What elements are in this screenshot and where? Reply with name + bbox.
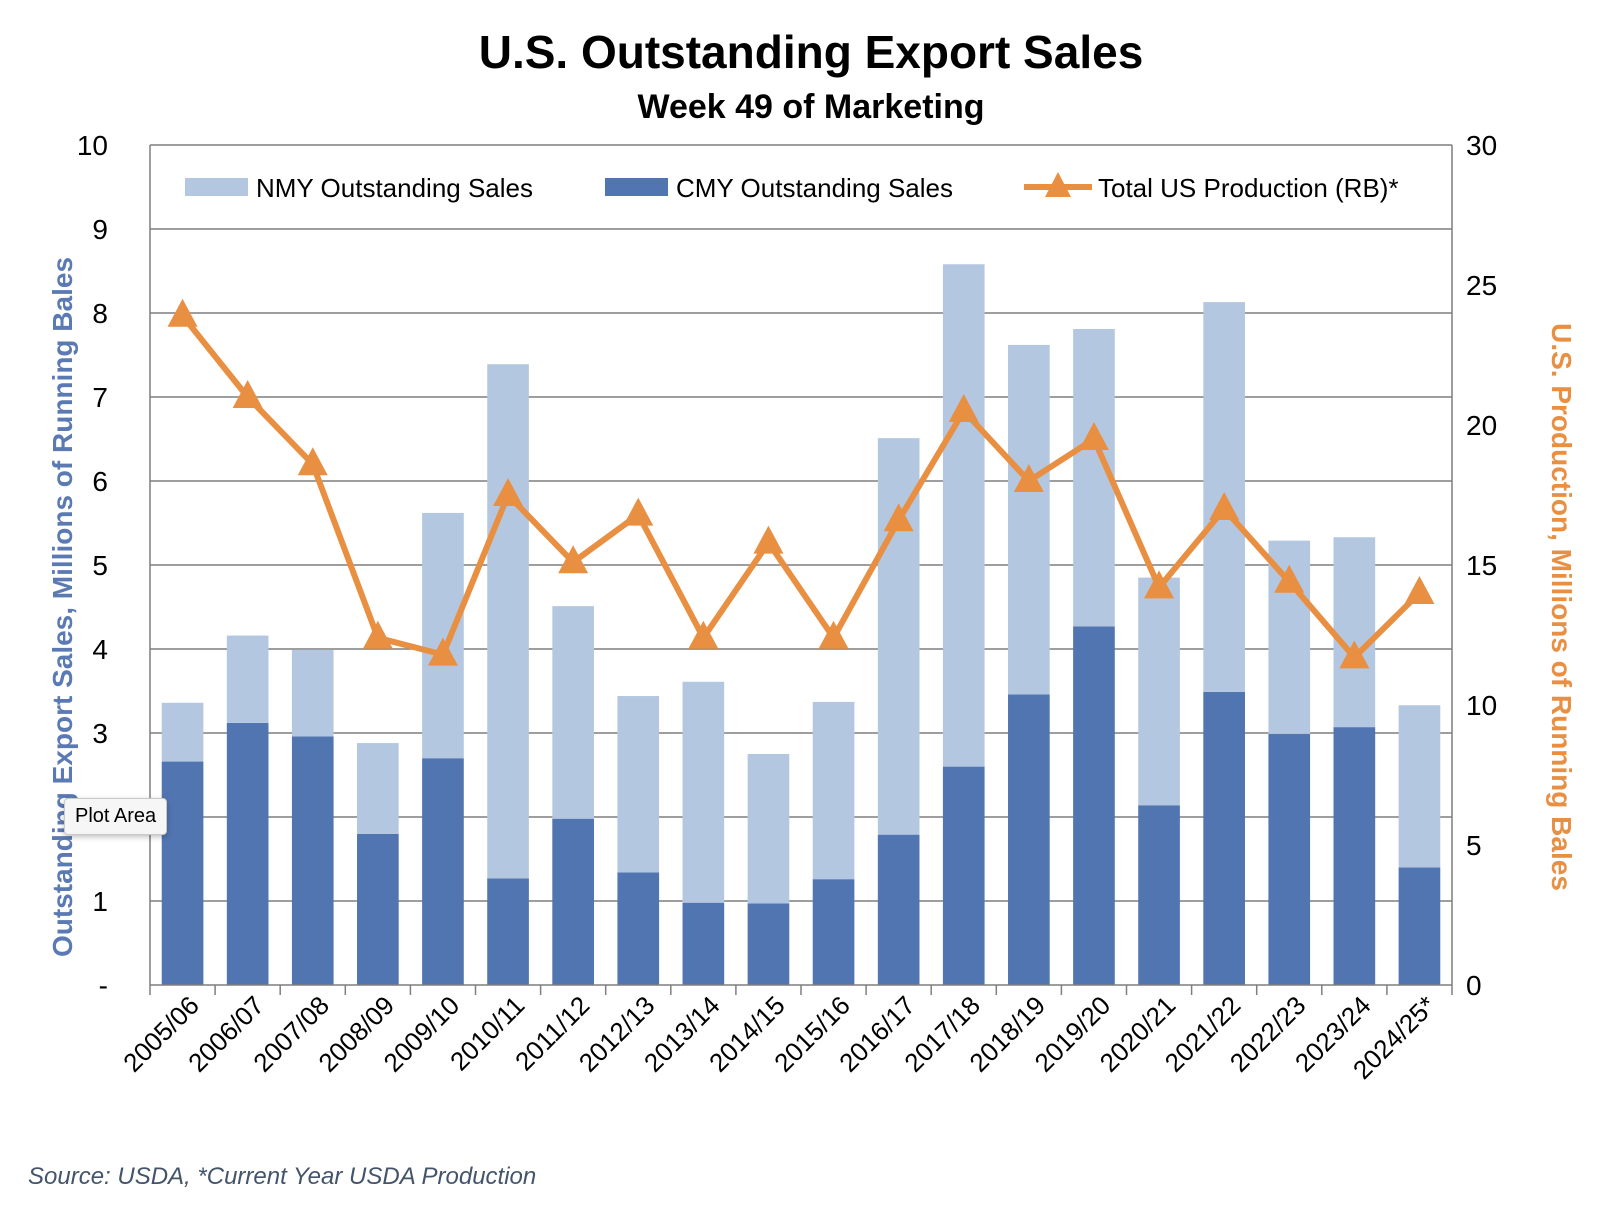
legend-label-production: Total US Production (RB)* <box>1098 173 1399 203</box>
nmy-bar <box>1398 705 1441 868</box>
legend-marker-production <box>1045 172 1071 197</box>
production-marker <box>753 525 784 554</box>
cmy-bar <box>877 834 920 985</box>
nmy-bar <box>1138 577 1180 806</box>
source-note: Source: USDA, *Current Year USDA Product… <box>28 1163 537 1190</box>
cmy-bar <box>682 902 725 985</box>
plot-area-tooltip: Plot Area <box>64 798 168 835</box>
nmy-bar <box>1008 344 1050 695</box>
cmy-bar <box>942 766 985 985</box>
y2-tick-label: 10 <box>1466 690 1497 721</box>
production-line-series <box>167 298 1435 669</box>
production-marker <box>493 478 524 506</box>
legend-label-cmy: CMY Outstanding Sales <box>676 173 953 203</box>
y-tick-label: 5 <box>92 550 108 581</box>
production-marker <box>362 620 393 649</box>
nmy-bar <box>357 743 399 834</box>
nmy-bar <box>291 649 334 737</box>
production-marker <box>883 503 914 532</box>
nmy-bar <box>487 364 529 879</box>
production-marker <box>1144 570 1175 599</box>
nmy-bar <box>422 512 464 759</box>
cmy-bar <box>487 878 529 985</box>
nmy-bar <box>942 264 985 767</box>
cmy-bar <box>1333 727 1376 985</box>
y-tick-label: 7 <box>92 382 108 413</box>
y-tick-label: 9 <box>92 214 108 245</box>
production-marker <box>232 380 263 408</box>
y2-tick-label: 15 <box>1466 550 1497 581</box>
y2-tick-label: 5 <box>1466 830 1482 861</box>
chart-subtitle: Week 49 of Marketing <box>637 88 984 126</box>
y-tick-label: 8 <box>92 298 108 329</box>
cmy-bar <box>1268 733 1311 985</box>
production-marker <box>688 620 719 649</box>
right-axis-ticks: 0 5 10 15 20 25 30 <box>1466 130 1497 1001</box>
bar-series <box>161 264 1441 985</box>
left-axis-title: Outstanding Export Sales, Millions of Ru… <box>47 257 78 957</box>
production-marker <box>623 497 654 526</box>
y-tick-label: 4 <box>92 634 108 665</box>
legend-swatch-nmy <box>185 178 248 196</box>
cmy-bar <box>1203 691 1245 985</box>
cmy-bar <box>291 736 334 985</box>
nmy-bar <box>812 701 855 880</box>
right-axis-title: U.S. Production, Millions of Running Bal… <box>1546 323 1577 891</box>
cmy-bar <box>1138 805 1180 985</box>
production-marker <box>818 620 849 649</box>
y-tick-label: - <box>99 970 108 1001</box>
y-tick-label: 3 <box>92 718 108 749</box>
production-marker <box>948 394 979 422</box>
cmy-bar <box>161 761 204 985</box>
cmy-bar <box>552 818 594 985</box>
nmy-bar <box>682 681 725 903</box>
y2-tick-label: 0 <box>1466 970 1482 1001</box>
y-tick-label: 10 <box>77 130 108 161</box>
axes <box>149 145 1453 995</box>
nmy-bar <box>552 606 594 819</box>
y-tick-label: 1 <box>92 886 108 917</box>
cmy-bar <box>357 833 399 985</box>
production-marker <box>1209 492 1240 520</box>
nmy-bar <box>1333 537 1376 728</box>
production-marker <box>297 447 328 476</box>
cmy-bar <box>747 903 790 985</box>
production-marker <box>1274 564 1305 593</box>
cmy-bar <box>1008 694 1050 985</box>
y2-tick-label: 30 <box>1466 130 1497 161</box>
nmy-bar <box>747 754 790 904</box>
production-marker <box>1078 422 1109 450</box>
legend: NMY Outstanding Sales CMY Outstanding Sal… <box>185 172 1399 203</box>
cmy-bar <box>1073 626 1115 985</box>
left-axis-ticks: -12345678910 <box>77 130 108 1001</box>
y-tick-label: 6 <box>92 466 108 497</box>
nmy-bar <box>226 635 269 723</box>
production-marker <box>167 298 198 327</box>
cmy-bar <box>617 872 660 985</box>
y2-tick-label: 25 <box>1466 270 1497 301</box>
chart-title: U.S. Outstanding Export Sales <box>479 26 1144 78</box>
gridlines <box>150 144 1452 902</box>
legend-label-nmy: NMY Outstanding Sales <box>256 173 533 203</box>
nmy-bar <box>161 702 204 762</box>
cmy-bar <box>226 722 269 985</box>
cmy-bar <box>1398 867 1441 985</box>
cmy-bar <box>812 879 855 985</box>
production-line <box>180 313 1422 661</box>
production-marker <box>427 637 458 666</box>
legend-swatch-cmy <box>605 178 668 196</box>
cmy-bar <box>422 758 464 985</box>
x-axis-ticks: 2005/062006/072007/082008/092009/102010/… <box>117 990 1442 1085</box>
production-marker <box>1339 640 1370 669</box>
production-marker <box>1404 576 1435 604</box>
nmy-bar <box>617 696 660 873</box>
production-marker <box>1013 464 1044 492</box>
y2-tick-label: 20 <box>1466 410 1497 441</box>
production-marker <box>558 545 589 574</box>
